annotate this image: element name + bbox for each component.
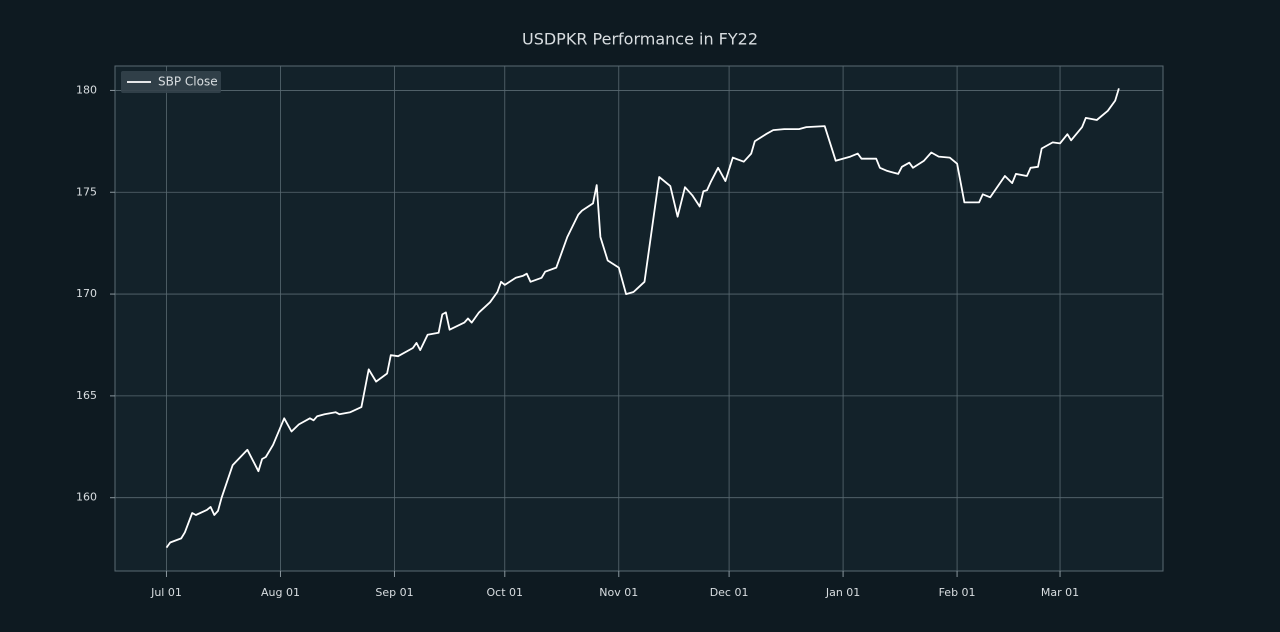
y-tick-label: 160: [76, 491, 97, 504]
legend-label: SBP Close: [158, 75, 218, 89]
legend-box: [121, 71, 221, 93]
x-tick-label: Jan 01: [825, 586, 860, 599]
x-tick-label: Sep 01: [375, 586, 413, 599]
x-tick-label: Oct 01: [487, 586, 524, 599]
y-tick-label: 170: [76, 287, 97, 300]
x-tick-label: Dec 01: [710, 586, 749, 599]
plot-area: [114, 65, 1164, 572]
x-tick-label: Nov 01: [599, 586, 638, 599]
x-tick-label: Jul 01: [150, 586, 182, 599]
y-tick-label: 175: [76, 185, 97, 198]
line: [165, 88, 1120, 549]
x-tick-label: Feb 01: [939, 586, 976, 599]
y-tick-label: 180: [76, 83, 97, 96]
y-tick-label: 165: [76, 389, 97, 402]
x-tick-label: Mar 01: [1041, 586, 1079, 599]
chart-title: USDPKR Performance in FY22: [522, 30, 758, 49]
x-tick-label: Aug 01: [261, 586, 300, 599]
